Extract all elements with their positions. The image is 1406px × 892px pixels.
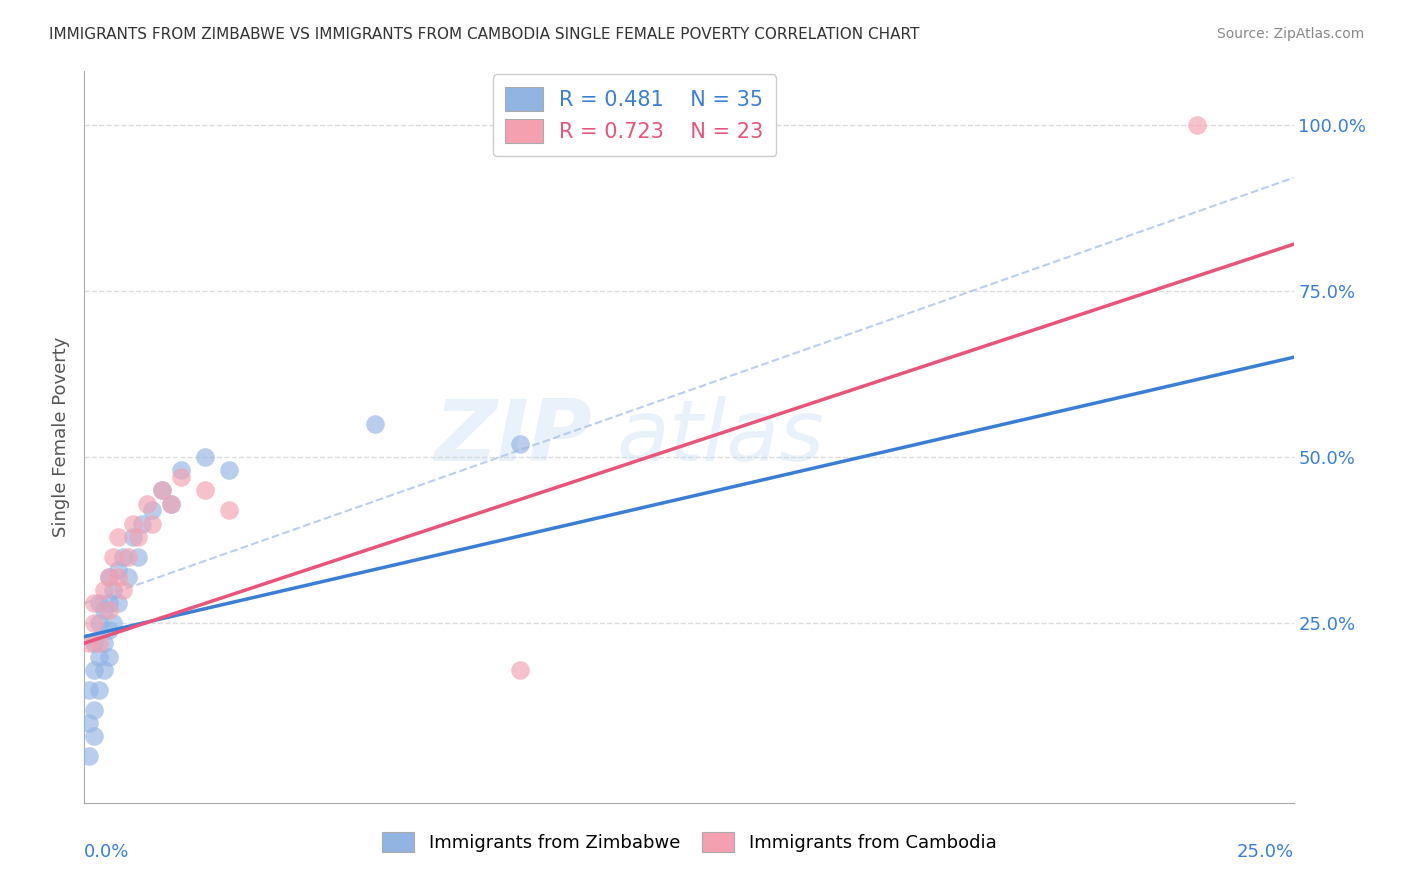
Point: [131, 516, 153, 531]
Point: [93, 603, 115, 617]
Point: [97, 649, 120, 664]
Point: [160, 497, 183, 511]
Point: [136, 497, 159, 511]
Point: [194, 483, 217, 498]
Point: [170, 470, 193, 484]
Point: [87, 649, 110, 664]
Point: [107, 563, 129, 577]
Point: [97, 596, 120, 610]
Point: [218, 503, 240, 517]
Point: [97, 570, 120, 584]
Point: [160, 497, 183, 511]
Point: [83, 616, 105, 631]
Point: [83, 596, 105, 610]
Point: [93, 636, 115, 650]
Point: [87, 682, 110, 697]
Point: [87, 616, 110, 631]
Text: atlas: atlas: [616, 395, 824, 479]
Point: [117, 570, 139, 584]
Point: [97, 603, 120, 617]
Point: [112, 549, 135, 564]
Point: [150, 483, 173, 498]
Point: [97, 570, 120, 584]
Point: [103, 549, 125, 564]
Point: [509, 436, 531, 450]
Point: [127, 530, 149, 544]
Point: [103, 616, 125, 631]
Point: [121, 530, 143, 544]
Point: [77, 636, 100, 650]
Point: [77, 749, 100, 764]
Y-axis label: Single Female Poverty: Single Female Poverty: [52, 337, 70, 537]
Point: [194, 450, 217, 464]
Point: [218, 463, 240, 477]
Point: [127, 549, 149, 564]
Point: [83, 663, 105, 677]
Text: Source: ZipAtlas.com: Source: ZipAtlas.com: [1216, 27, 1364, 41]
Point: [87, 636, 110, 650]
Point: [93, 582, 115, 597]
Text: ZIP: ZIP: [434, 395, 592, 479]
Point: [117, 549, 139, 564]
Point: [141, 516, 163, 531]
Point: [112, 582, 135, 597]
Point: [107, 530, 129, 544]
Text: 25.0%: 25.0%: [1236, 843, 1294, 861]
Point: [141, 503, 163, 517]
Point: [83, 703, 105, 717]
Point: [121, 516, 143, 531]
Point: [87, 596, 110, 610]
Point: [103, 582, 125, 597]
Legend: Immigrants from Zimbabwe, Immigrants from Cambodia: Immigrants from Zimbabwe, Immigrants fro…: [374, 824, 1004, 860]
Point: [107, 596, 129, 610]
Point: [77, 716, 100, 731]
Point: [97, 623, 120, 637]
Point: [1185, 118, 1208, 132]
Point: [170, 463, 193, 477]
Point: [107, 570, 129, 584]
Point: [363, 417, 385, 431]
Point: [93, 663, 115, 677]
Point: [83, 636, 105, 650]
Point: [509, 663, 531, 677]
Point: [83, 729, 105, 743]
Text: 0.0%: 0.0%: [84, 843, 129, 861]
Text: IMMIGRANTS FROM ZIMBABWE VS IMMIGRANTS FROM CAMBODIA SINGLE FEMALE POVERTY CORRE: IMMIGRANTS FROM ZIMBABWE VS IMMIGRANTS F…: [49, 27, 920, 42]
Point: [150, 483, 173, 498]
Point: [77, 682, 100, 697]
